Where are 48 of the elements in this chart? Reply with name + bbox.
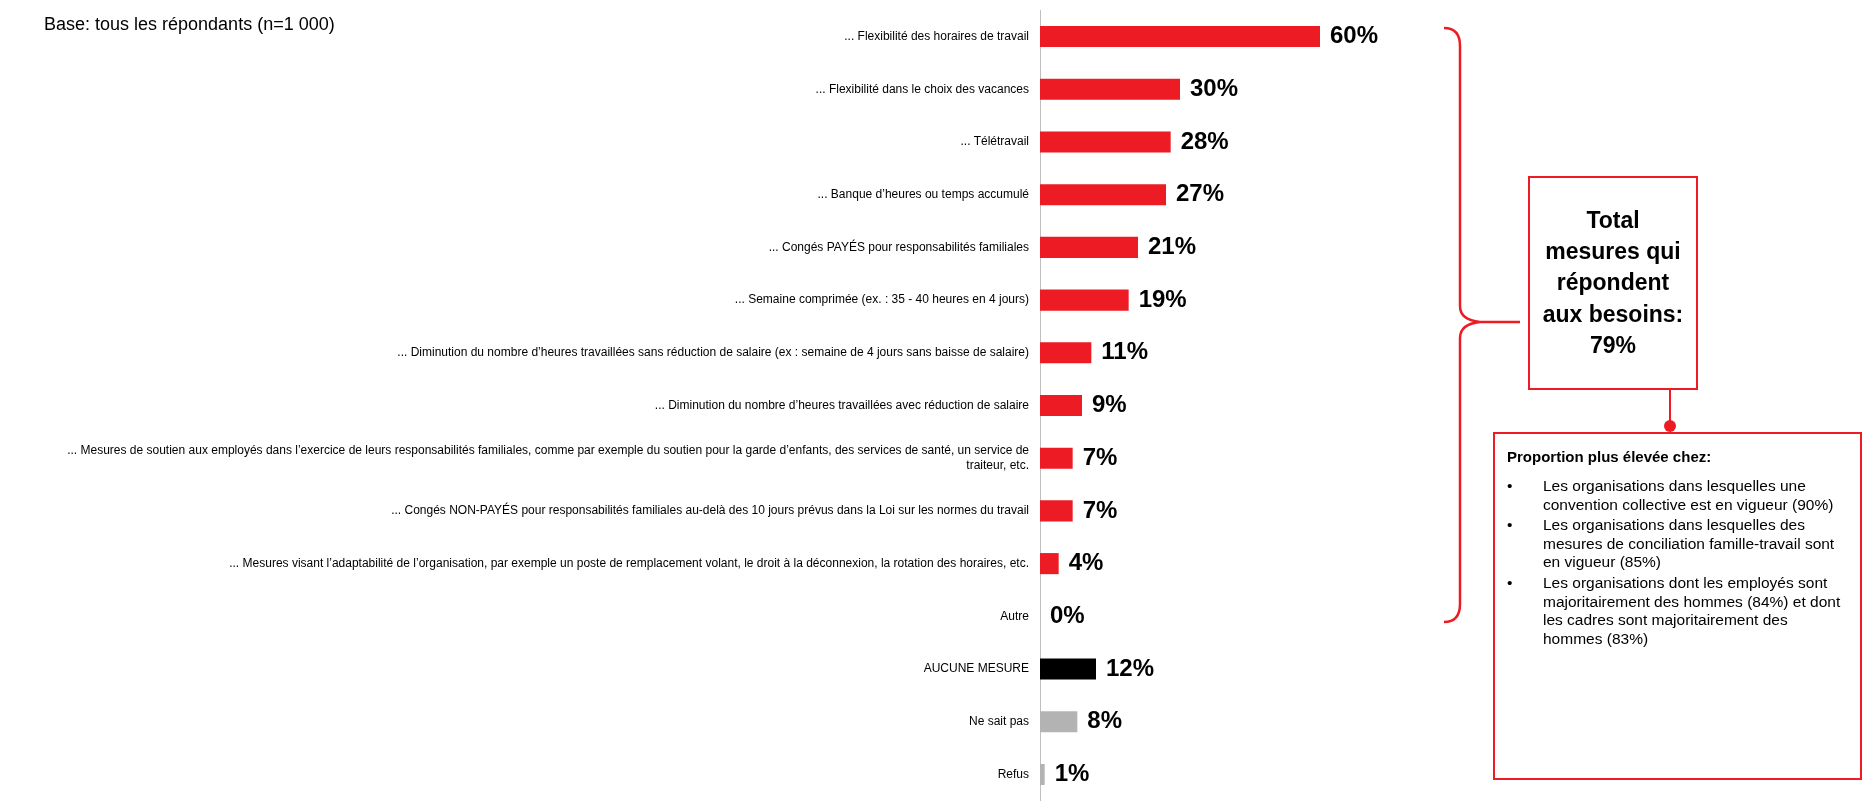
text: Base: tous les répondants (n=1 000)	[44, 14, 335, 35]
data-label: 7%	[1082, 495, 1118, 523]
data-label: 28%	[1180, 126, 1229, 154]
data-label: 30%	[1190, 73, 1239, 101]
bar	[1040, 394, 1082, 417]
y-tick-label: ... Mesures visant l’adaptabilité de l’organisation, par exemple un poste de remplacement volant, le droit à la déconnexion, la rotation des horaires, etc.	[229, 555, 1029, 570]
y-tick-label: Autre	[1000, 608, 1030, 623]
bar	[1040, 26, 1320, 48]
data-label: 11%	[1101, 337, 1149, 365]
y-tick-label: ... Banque d’heures ou temps accumulé	[817, 186, 1030, 201]
y-tick-label: ... Diminution du nombre d’heures travaillées sans réduction de salaire (ex : semaine de 4 jours sans baisse de salaire)	[397, 345, 1029, 360]
y-tick-label: ... Flexibilité des horaires de travail	[844, 28, 1029, 43]
y-tick-label: ... Télétravail	[960, 134, 1029, 149]
y-tick-label: ... Flexibilité dans le choix des vacances	[815, 81, 1029, 96]
data-label: 9%	[1092, 390, 1127, 418]
data-label: 0%	[1050, 600, 1085, 628]
y-tick-label: Ne sait pas	[968, 714, 1029, 729]
y-tick-label: ... Semaine comprimée (ex. : 35 - 40 heures en 4 jours)	[734, 292, 1029, 307]
bar	[1040, 500, 1073, 522]
y-tick-label: AUCUNE MESURE	[923, 661, 1029, 676]
data-label: 4%	[1068, 548, 1104, 576]
data-label: 60%	[1330, 21, 1379, 49]
data-label: 8%	[1087, 706, 1123, 734]
bar	[1040, 131, 1171, 153]
text: Proportion plus élevée chez:	[1507, 448, 1713, 465]
bar	[1040, 342, 1092, 364]
y-tick-label: Refus	[997, 766, 1029, 781]
y-tick-label: ... Congés PAYÉS pour responsabilités familiales	[768, 238, 1029, 254]
bar	[1040, 658, 1096, 680]
y-tick-label: ... Diminution du nombre d’heures travaillées avec réduction de salaire	[654, 397, 1030, 412]
data-label: 19%	[1138, 284, 1187, 312]
bar	[1040, 236, 1138, 258]
text: • Les organisations dans lesquelles une convention collective est en vigueur (90%)	[1507, 477, 1835, 515]
text: • Les organisations dont les employés sont majoritairement des hommes (84%) et dont les cadres sont majoritairement des hommes (83%)	[1507, 573, 1842, 649]
text: • Les organisations dans lesquelles des mesures de conciliation famille-travail sont en vigueur (85%)	[1507, 516, 1836, 572]
data-label: 27%	[1176, 179, 1225, 207]
bar	[1040, 78, 1180, 100]
bar	[1040, 447, 1073, 469]
bar	[1040, 289, 1129, 311]
bar	[1040, 553, 1059, 575]
data-label: 1%	[1054, 759, 1090, 787]
y-tick-label: ... Mesures de soutien aux employés dans l’exercice de leurs responsabilités familiales, comme par exemple du soutien pour la garde d’enfants, des services de santé, un service de traiteur, etc.	[67, 443, 1030, 472]
y-tick-label: ... Congés NON-PAYÉS pour responsabilités familiales au-delà des 10 jours prévus dans la Loi sur les normes du travail	[391, 502, 1029, 518]
data-label: 21%	[1148, 232, 1197, 260]
text: Total mesures qui répondent aux besoins: 79%	[1528, 176, 1698, 390]
data-label: 12%	[1106, 653, 1155, 681]
data-label: 7%	[1082, 442, 1118, 470]
bar	[1040, 184, 1166, 206]
